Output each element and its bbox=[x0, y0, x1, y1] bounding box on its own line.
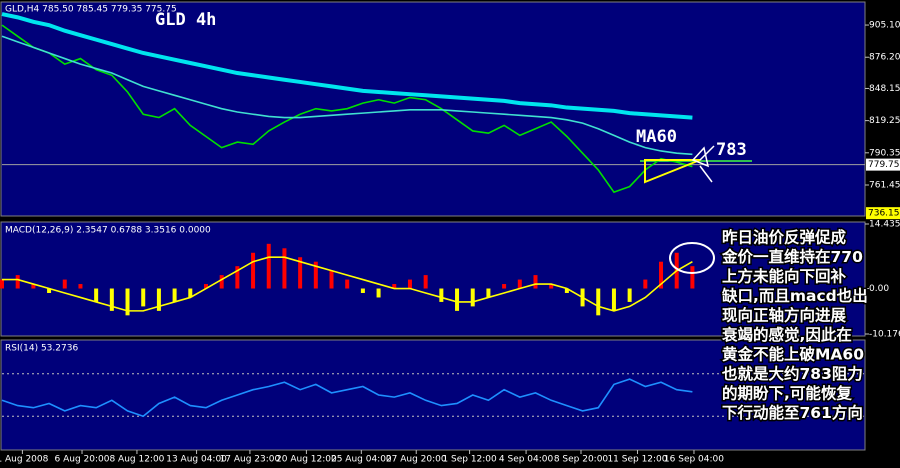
x-tick-label: 13 Aug 04:00 bbox=[166, 455, 227, 465]
macd-bar bbox=[564, 288, 569, 293]
plot-layer: 905.10 876.20 848.15 819.25 790.35 761.45 1 Au… bbox=[0, 12, 900, 465]
macd-bar bbox=[533, 275, 538, 289]
y-tick-label: 0.00 bbox=[869, 284, 889, 294]
macd-bar bbox=[298, 257, 303, 289]
ma-label: MA60 bbox=[636, 127, 677, 147]
macd-bar bbox=[360, 288, 365, 293]
price-box bbox=[866, 158, 900, 171]
rsi-title: RSI(14) 53.2736 bbox=[5, 344, 78, 354]
macd-bar bbox=[156, 288, 161, 311]
macd-bar bbox=[0, 279, 4, 289]
macd-bar bbox=[376, 288, 381, 298]
macd-bar bbox=[78, 284, 83, 289]
series-line bbox=[1, 12, 693, 120]
macd-bar bbox=[251, 252, 256, 289]
arrow-up bbox=[699, 145, 715, 161]
macd-bar bbox=[47, 288, 52, 293]
macd-bar bbox=[392, 284, 397, 289]
macd-bar bbox=[203, 284, 208, 289]
macd-bar bbox=[172, 288, 177, 302]
chart-title: GLD 4h bbox=[155, 10, 216, 30]
macd-bar bbox=[266, 243, 271, 289]
triangle bbox=[644, 159, 701, 184]
y-tick-label: -10.1764 bbox=[869, 330, 900, 340]
macd-bar bbox=[643, 279, 648, 289]
price-box bbox=[866, 207, 900, 220]
x-tick-label: 17 Aug 23:00 bbox=[220, 455, 281, 465]
y-tick-label: 790.35 bbox=[869, 148, 900, 158]
x-tick-label: 8 Aug 12:00 bbox=[109, 455, 164, 465]
macd-bar bbox=[690, 266, 695, 289]
series-line bbox=[2, 256, 693, 312]
macd-bar bbox=[549, 284, 554, 289]
macd-bar bbox=[455, 288, 460, 311]
macd-bar bbox=[329, 270, 334, 289]
annotation-line: 金价一直维持在770 bbox=[721, 247, 863, 266]
x-tick-label: 1 Sep 12:00 bbox=[442, 455, 497, 465]
macd-bar bbox=[407, 279, 412, 289]
macd-bar bbox=[109, 288, 114, 311]
y-tick-label: 819.25 bbox=[869, 116, 900, 126]
macd-bar bbox=[470, 288, 475, 307]
annotation-line: 也就是大约783阻力 bbox=[722, 364, 863, 383]
macd-bar bbox=[313, 261, 318, 289]
y-tick-label: 14.4352 bbox=[869, 220, 900, 230]
annotation-line: 昨日油价反弹促成 bbox=[722, 228, 847, 247]
arrow-down bbox=[699, 165, 713, 183]
macd-bar bbox=[15, 275, 20, 289]
macd-bar bbox=[517, 279, 522, 289]
macd-bar bbox=[282, 248, 287, 289]
macd-bar bbox=[141, 288, 146, 307]
macd-bar bbox=[627, 288, 632, 302]
price-marker: 736.15 bbox=[868, 209, 900, 219]
macd-bar bbox=[659, 261, 664, 289]
x-tick-label: 20 Aug 12:00 bbox=[276, 455, 337, 465]
macd-bar bbox=[188, 288, 193, 298]
macd-bar bbox=[439, 288, 444, 302]
x-tick-label: 25 Aug 04:00 bbox=[331, 455, 392, 465]
macd-title: MACD(12,26,9) 2.3547 0.6788 3.3516 0.000… bbox=[5, 226, 211, 236]
header: GLD,H4 785.50 785.45 779.35 775.75 bbox=[5, 5, 177, 15]
x-tick-label: 16 Sep 04:00 bbox=[664, 455, 724, 465]
macd-bar bbox=[502, 284, 507, 289]
macd-bar bbox=[345, 279, 350, 289]
annotation-line: 现向正轴方向进展 bbox=[722, 306, 847, 325]
macd-bar bbox=[31, 284, 36, 289]
macd-bar bbox=[94, 288, 99, 302]
annotation-line: 下行动能至761方向 bbox=[722, 403, 863, 422]
annotation-line: 衰竭的感觉,因此在 bbox=[721, 325, 852, 344]
highlight-ellipse bbox=[669, 242, 715, 274]
macd-bar bbox=[596, 288, 601, 316]
rsi-panel bbox=[0, 339, 866, 451]
series-line bbox=[1, 35, 693, 156]
macd-bar bbox=[423, 275, 428, 289]
x-tick-label: 4 Sep 04:00 bbox=[499, 455, 554, 465]
macd-panel bbox=[0, 221, 866, 337]
price-marker: 779.75 bbox=[868, 160, 900, 170]
arrow-shape bbox=[691, 146, 710, 168]
series-line bbox=[1, 24, 693, 194]
x-tick-label: 8 Sep 20:00 bbox=[554, 455, 609, 465]
annotation-line: 缺口,而且macd也出 bbox=[722, 286, 868, 305]
y-tick-label: 761.45 bbox=[869, 180, 900, 190]
x-tick-label: 1 Aug 2008 bbox=[0, 455, 49, 465]
resistance-label: 783 bbox=[716, 140, 747, 160]
annotation-line: 的期盼下,可能恢复 bbox=[722, 384, 852, 403]
macd-bar bbox=[125, 288, 130, 316]
macd-bar bbox=[219, 275, 224, 289]
x-tick-label: 11 Sep 12:00 bbox=[607, 455, 667, 465]
macd-bar bbox=[611, 288, 616, 311]
x-tick-label: 27 Aug 20:00 bbox=[386, 455, 447, 465]
x-tick-label: 6 Aug 20:00 bbox=[55, 455, 110, 465]
y-tick-label: 876.20 bbox=[869, 53, 900, 63]
y-tick-label: 848.15 bbox=[869, 84, 900, 94]
macd-bar bbox=[486, 288, 491, 298]
macd-bar bbox=[62, 279, 67, 289]
series-line bbox=[1, 378, 693, 418]
annotation-line: 上方未能向下回补 bbox=[722, 267, 847, 286]
annotation-line: 黄金不能上破MA60 bbox=[722, 345, 864, 364]
y-tick-label: 905.10 bbox=[869, 21, 900, 31]
macd-bar bbox=[235, 266, 240, 289]
